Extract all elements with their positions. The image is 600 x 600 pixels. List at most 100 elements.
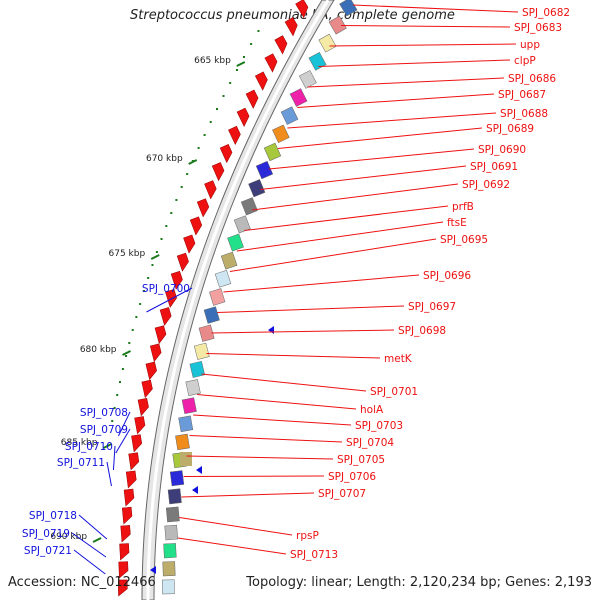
gene-feature <box>227 233 244 252</box>
gene-shape <box>254 71 268 91</box>
gene-feature <box>248 179 266 198</box>
gene-arrow <box>284 17 298 37</box>
gene-label: SPJ_0683 <box>514 22 562 34</box>
gene-shape <box>125 470 137 489</box>
feature-box <box>255 160 274 180</box>
ruler-dot <box>186 173 189 175</box>
feature-box <box>214 269 232 288</box>
backbone-band <box>141 0 335 600</box>
leader-line <box>197 394 357 410</box>
gene-arrow <box>254 71 268 91</box>
gene-arrow <box>183 234 196 254</box>
gene-label: SPJ_0705 <box>337 454 385 466</box>
feature-box <box>203 306 220 324</box>
ruler-dot <box>203 134 206 136</box>
feature-box <box>233 215 251 234</box>
gene-shape <box>170 270 183 290</box>
gene-feature <box>169 470 185 487</box>
gene-label: SPJ_0708 <box>80 407 128 419</box>
leader-line <box>71 532 107 558</box>
gene-feature <box>161 579 175 595</box>
gene-label: SPJ_0682 <box>522 7 570 19</box>
reverse-gene <box>268 326 274 334</box>
leader-line <box>352 4 519 13</box>
ruler-label: 675 kbp <box>109 249 146 259</box>
gene-label: SPJ_0718 <box>29 510 77 522</box>
gene-shape <box>149 343 162 363</box>
leader-line <box>268 148 475 170</box>
feature-box <box>163 543 177 559</box>
gene-shape <box>123 488 135 507</box>
gene-feature <box>328 15 347 35</box>
ruler-dot <box>197 147 200 149</box>
ruler-dot <box>175 199 178 201</box>
leader-line <box>211 329 395 334</box>
feature-box <box>272 124 290 144</box>
gene-arrow <box>149 343 162 363</box>
genome-backbone <box>141 0 335 600</box>
gene-shape <box>284 17 298 37</box>
ruler-tick <box>103 443 112 449</box>
ruler-tick <box>92 537 102 543</box>
accession: Accession: NC_012466 <box>8 575 156 590</box>
leader-line <box>297 93 495 108</box>
leader-line <box>244 205 449 231</box>
gene-label: SPJ_0709 <box>80 424 128 436</box>
gene-arrow <box>176 252 189 272</box>
gene-label: prfB <box>452 201 474 213</box>
gene-label: SPJ_0703 <box>355 420 403 432</box>
gene-shape <box>204 180 217 200</box>
gene-shape <box>119 543 130 561</box>
gene-shape <box>145 361 157 381</box>
gene-feature <box>164 524 179 541</box>
ruler-dot <box>131 329 134 331</box>
gene-label: SPJ_0707 <box>318 488 366 500</box>
leader-line <box>106 461 112 487</box>
feature-box <box>185 379 201 396</box>
leader-line <box>183 475 325 477</box>
ruler-dot <box>128 342 131 344</box>
leader-line <box>189 435 343 443</box>
gene-feature <box>175 433 190 451</box>
gene-feature <box>193 342 210 360</box>
leader-line <box>307 77 505 88</box>
feature-box <box>175 433 190 451</box>
feature-box <box>318 33 337 53</box>
feature-box <box>167 488 182 505</box>
gene-shape <box>245 89 259 109</box>
ruler-dot <box>121 368 124 370</box>
leader-line <box>115 428 131 454</box>
ruler-dot <box>155 251 158 253</box>
gene-label: SPJ_0706 <box>328 471 376 483</box>
gene-feature <box>203 306 220 324</box>
gene-arrow <box>137 397 149 417</box>
gene-arrow <box>196 198 210 218</box>
gene-arrow <box>123 488 135 507</box>
gene-feature <box>198 324 215 342</box>
leader-line <box>287 112 497 129</box>
gene-arrow <box>128 452 140 471</box>
gene-label: holA <box>360 404 384 416</box>
ruler-dot <box>147 277 150 279</box>
feature-box <box>289 88 308 107</box>
feature-box <box>162 561 176 577</box>
ruler-label: 670 kbp <box>146 154 183 164</box>
leader-line <box>229 238 437 272</box>
gene-feature <box>255 160 274 180</box>
ruler-dot <box>135 316 138 318</box>
gene-label: ftsE <box>447 217 467 229</box>
gene-arrow <box>236 107 250 127</box>
leader-line <box>277 127 483 149</box>
gene-shape <box>236 107 250 127</box>
gene-shape <box>154 325 167 344</box>
ruler-dot <box>151 264 154 266</box>
gene-label: SPJ_0691 <box>470 161 518 173</box>
feature-box <box>280 106 299 125</box>
feature-box <box>220 251 238 270</box>
feature-box <box>209 288 226 306</box>
ruler-dot <box>229 82 232 84</box>
gene-arrow <box>274 35 288 55</box>
gene-arrow <box>145 361 157 381</box>
feature-box <box>165 506 180 523</box>
gene-feature <box>280 106 299 125</box>
